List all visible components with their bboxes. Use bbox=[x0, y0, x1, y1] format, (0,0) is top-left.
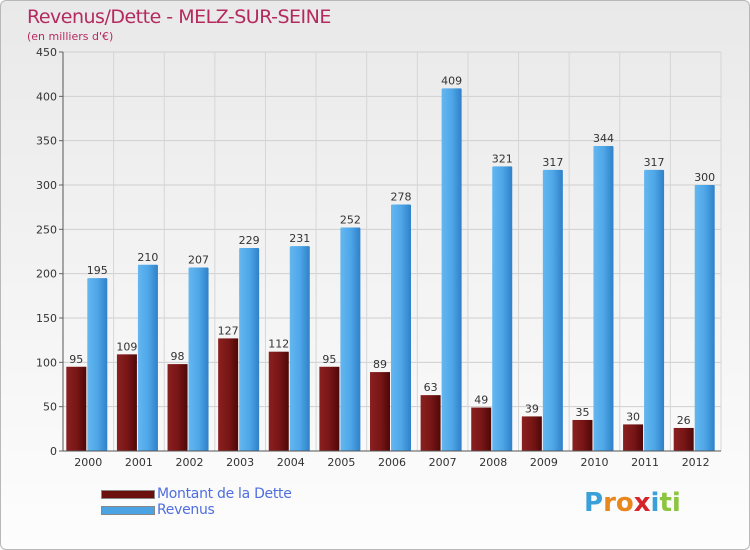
proxiti-logo: Proxiti bbox=[584, 488, 681, 518]
bar-revenus-2008 bbox=[492, 166, 513, 451]
data-label-dette-2012: 26 bbox=[677, 414, 691, 427]
bar-dette-2002 bbox=[167, 364, 188, 451]
legend-swatch-revenus bbox=[101, 506, 155, 515]
bar-dette-2009 bbox=[521, 416, 542, 451]
bar-revenus-2011 bbox=[644, 169, 665, 451]
bar-revenus-2002 bbox=[188, 267, 209, 451]
bar-revenus-2012 bbox=[694, 185, 715, 451]
bar-revenus-2000 bbox=[87, 278, 108, 451]
data-label-dette-2006: 89 bbox=[373, 358, 387, 371]
y-tick-label: 150 bbox=[36, 312, 57, 325]
logo-letter: x bbox=[633, 488, 651, 518]
bar-dette-2008 bbox=[471, 407, 492, 451]
logo-letter: i bbox=[671, 488, 681, 518]
logo-letter: i bbox=[650, 488, 660, 518]
bar-revenus-2007 bbox=[441, 88, 462, 451]
data-label-revenus-2006: 278 bbox=[391, 191, 412, 204]
data-label-revenus-2007: 409 bbox=[441, 74, 462, 87]
data-label-dette-2007: 63 bbox=[424, 381, 438, 394]
bar-dette-2003 bbox=[218, 338, 239, 451]
legend-label-dette: Montant de la Dette bbox=[157, 486, 292, 502]
bar-dette-2007 bbox=[420, 395, 441, 451]
x-tick-label: 2000 bbox=[74, 456, 102, 469]
data-label-revenus-2002: 207 bbox=[188, 253, 209, 266]
data-label-revenus-2010: 344 bbox=[593, 132, 614, 145]
data-label-dette-2002: 98 bbox=[171, 350, 185, 363]
y-tick-label: 300 bbox=[36, 179, 57, 192]
x-tick-label: 2010 bbox=[580, 456, 608, 469]
data-label-dette-2011: 30 bbox=[626, 410, 640, 423]
bar-dette-2011 bbox=[623, 424, 644, 451]
chart-subtitle: (en milliers d'€) bbox=[27, 30, 114, 43]
data-label-revenus-2004: 231 bbox=[289, 232, 310, 245]
x-tick-label: 2009 bbox=[530, 456, 558, 469]
x-tick-label: 2005 bbox=[327, 456, 355, 469]
bar-dette-2005 bbox=[319, 366, 340, 451]
data-label-dette-2010: 35 bbox=[575, 406, 589, 419]
data-label-revenus-2012: 300 bbox=[694, 171, 715, 184]
y-tick-label: 50 bbox=[43, 401, 57, 414]
y-tick-label: 450 bbox=[36, 46, 57, 59]
bar-dette-2001 bbox=[116, 354, 137, 451]
bar-revenus-2009 bbox=[542, 169, 563, 451]
y-tick-label: 100 bbox=[36, 356, 57, 369]
bar-revenus-2006 bbox=[391, 204, 411, 451]
logo-letter: o bbox=[615, 488, 634, 518]
y-tick-label: 350 bbox=[36, 135, 57, 148]
bar-dette-2006 bbox=[370, 372, 390, 451]
x-tick-label: 2006 bbox=[378, 456, 406, 469]
legend-swatch-dette bbox=[101, 490, 155, 499]
data-label-revenus-2001: 210 bbox=[137, 251, 158, 264]
data-label-revenus-2000: 195 bbox=[87, 264, 108, 277]
bar-revenus-2004 bbox=[289, 246, 310, 451]
x-tick-label: 2004 bbox=[277, 456, 305, 469]
data-label-dette-2008: 49 bbox=[474, 394, 488, 407]
x-tick-label: 2007 bbox=[429, 456, 457, 469]
bar-revenus-2003 bbox=[239, 247, 260, 451]
x-tick-label: 2012 bbox=[682, 456, 710, 469]
data-label-dette-2005: 95 bbox=[322, 353, 336, 366]
y-tick-label: 250 bbox=[36, 223, 57, 236]
logo-letter: P bbox=[584, 488, 604, 518]
x-tick-label: 2011 bbox=[631, 456, 659, 469]
bar-dette-2010 bbox=[572, 419, 593, 451]
bar-dette-2000 bbox=[66, 366, 87, 451]
bar-revenus-2001 bbox=[137, 264, 158, 451]
bar-revenus-2005 bbox=[340, 227, 361, 451]
x-tick-label: 2008 bbox=[479, 456, 507, 469]
y-tick-label: 0 bbox=[50, 445, 57, 458]
data-label-dette-2000: 95 bbox=[69, 353, 83, 366]
x-tick-label: 2001 bbox=[125, 456, 153, 469]
data-label-dette-2001: 109 bbox=[116, 340, 137, 353]
chart-title: Revenus/Dette - MELZ-SUR-SEINE bbox=[27, 6, 331, 28]
data-label-dette-2003: 127 bbox=[218, 324, 239, 337]
data-label-revenus-2005: 252 bbox=[340, 214, 361, 227]
data-label-dette-2004: 112 bbox=[268, 338, 289, 351]
bar-dette-2004 bbox=[268, 351, 289, 451]
bar-dette-2012 bbox=[673, 427, 694, 451]
data-label-revenus-2009: 317 bbox=[542, 156, 563, 169]
y-tick-label: 400 bbox=[36, 90, 57, 103]
data-label-revenus-2008: 321 bbox=[492, 152, 513, 165]
data-label-revenus-2011: 317 bbox=[644, 156, 665, 169]
y-tick-label: 200 bbox=[36, 268, 57, 281]
x-tick-label: 2002 bbox=[176, 456, 204, 469]
bar-revenus-2010 bbox=[593, 145, 614, 451]
data-label-revenus-2003: 229 bbox=[239, 234, 260, 247]
legend-label-revenus: Revenus bbox=[157, 502, 215, 518]
logo-letter: t bbox=[659, 488, 672, 518]
x-tick-label: 2003 bbox=[226, 456, 254, 469]
logo-letter: r bbox=[603, 488, 616, 518]
data-label-dette-2009: 39 bbox=[525, 402, 539, 415]
